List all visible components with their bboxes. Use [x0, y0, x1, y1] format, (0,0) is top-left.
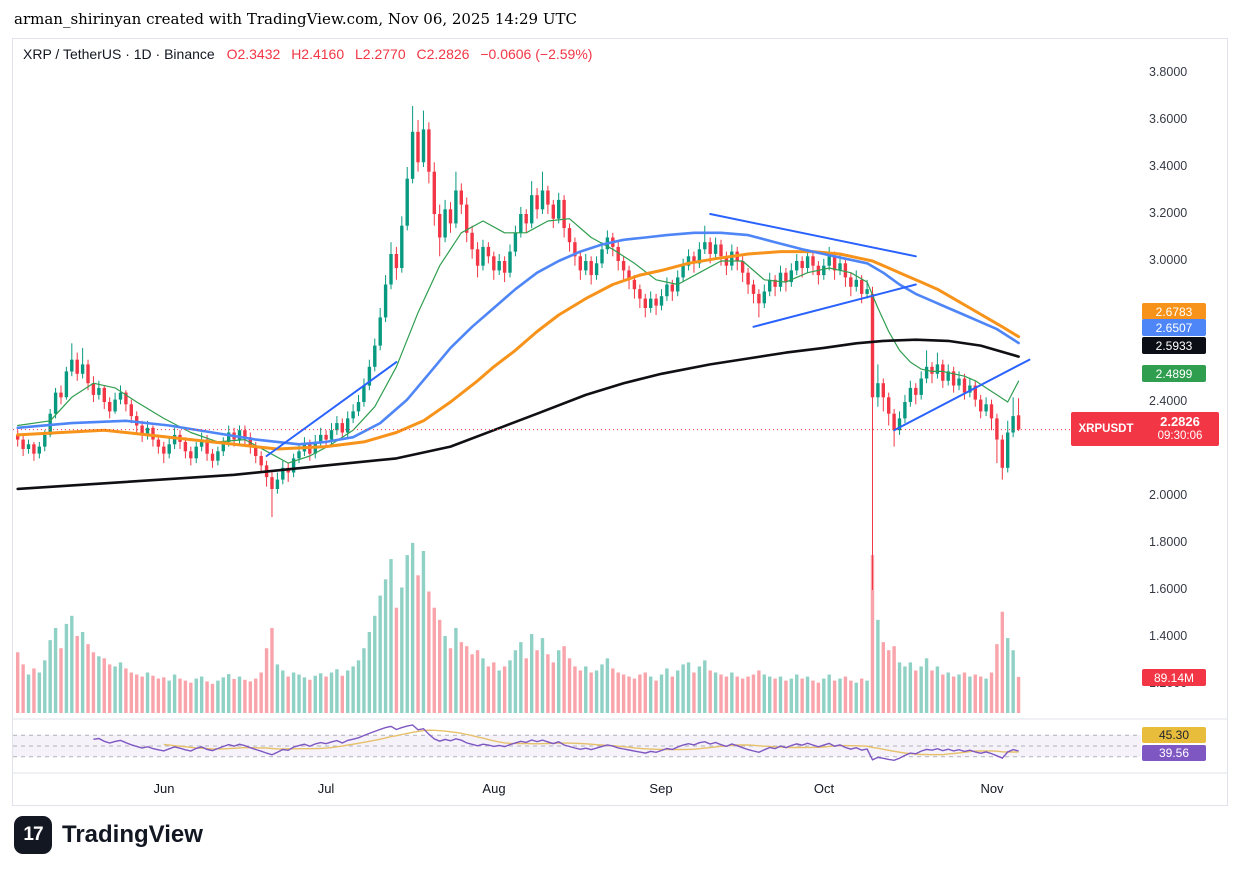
legend-close: C2.2826	[416, 46, 470, 62]
price-axis-label: 3.2000	[1149, 206, 1188, 220]
legend-open: O2.3432	[226, 46, 281, 62]
volume-badge: 89.14M	[1142, 669, 1206, 686]
legend-symbol[interactable]: XRP / TetherUS · 1D · Binance	[23, 46, 215, 62]
bar-countdown: 09:30:06	[1157, 429, 1203, 442]
price-axis-label: 1.4000	[1149, 629, 1188, 643]
main-chart-canvas[interactable]	[13, 39, 1227, 805]
time-axis-label-jun: Jun	[153, 781, 175, 796]
tradingview-logo[interactable]: 17 TradingView	[14, 816, 203, 854]
time-axis-label-jul: Jul	[317, 781, 335, 796]
chart-legend: XRP / TetherUS · 1D · Binance O2.3432 H2…	[23, 46, 599, 62]
price-axis-label: 2.0000	[1149, 488, 1188, 502]
legend-change: −0.0606 (−2.59%)	[480, 46, 593, 62]
price-axis-label: 3.8000	[1149, 65, 1188, 79]
price-axis-label: 3.0000	[1149, 253, 1188, 267]
time-axis-label-sep: Sep	[649, 781, 673, 796]
rsi-ma-badge: 45.30	[1142, 727, 1206, 743]
time-axis-label-aug: Aug	[482, 781, 506, 796]
tradingview-brand-text: TradingView	[62, 821, 203, 848]
legend-high: H2.4160	[291, 46, 345, 62]
tradingview-logo-mark: 17	[14, 816, 52, 854]
time-axis-label-oct: Oct	[813, 781, 835, 796]
legend-low: L2.2770	[355, 46, 406, 62]
ma-badge-blue: 2.6507	[1142, 319, 1206, 336]
price-axis-label: 3.6000	[1149, 112, 1188, 126]
price-axis-label: 1.6000	[1149, 582, 1188, 596]
ma-badge-green: 2.4899	[1142, 365, 1206, 382]
time-axis-label-nov: Nov	[980, 781, 1004, 796]
header-credit: arman_shirinyan created with TradingView…	[14, 10, 577, 28]
ma-badge-orange: 2.6783	[1142, 303, 1206, 320]
price-axis-label: 3.4000	[1149, 159, 1188, 173]
last-price-value: 2.2826	[1160, 414, 1200, 430]
ma-badge-black: 2.5933	[1142, 337, 1206, 354]
last-price-badge: XRPUSDT 2.2826 09:30:06	[1071, 412, 1219, 446]
chart-widget: XRP / TetherUS · 1D · Binance O2.3432 H2…	[12, 38, 1228, 806]
price-axis-label: 2.4000	[1149, 394, 1188, 408]
time-axis[interactable]	[13, 773, 1227, 803]
price-axis-label: 1.8000	[1149, 535, 1188, 549]
last-price-badge-symbol: XRPUSDT	[1078, 423, 1134, 435]
rsi-value-badge: 39.56	[1142, 745, 1206, 761]
